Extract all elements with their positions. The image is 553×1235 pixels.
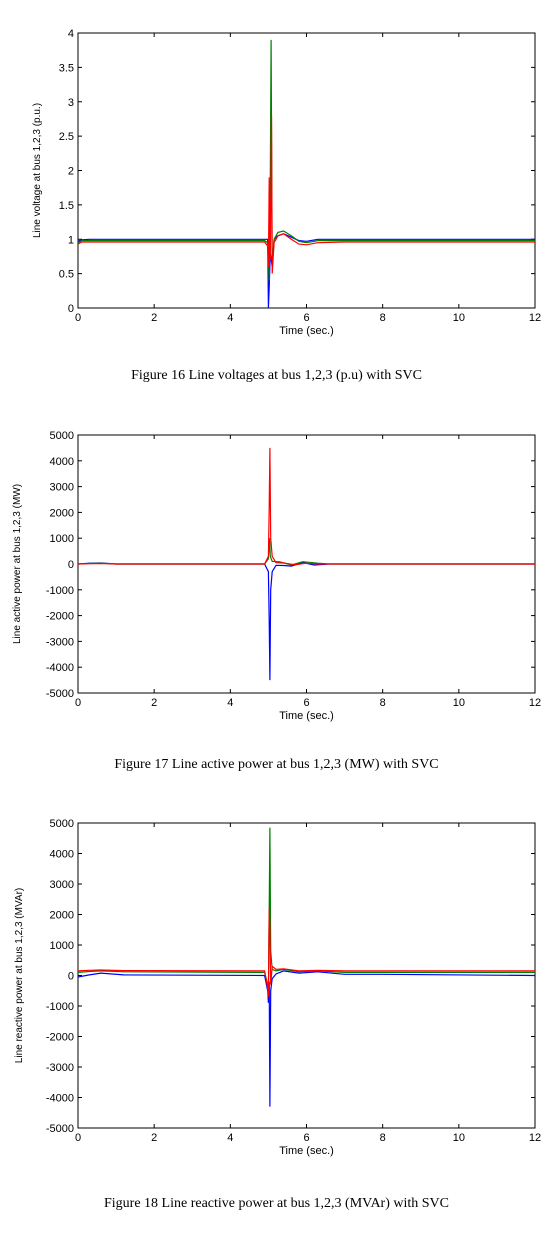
y-tick-label: 2000: [50, 910, 74, 922]
y-axis-label: Line reactive power at bus 1,2,3 (MVAr): [14, 888, 25, 1063]
y-axis-label: Line voltage at bus 1,2,3 (p.u.): [32, 103, 43, 238]
series-line-1: [78, 561, 535, 681]
y-tick-label: 0: [68, 303, 74, 315]
series-line-3: [78, 447, 535, 566]
y-tick-label: 1000: [50, 940, 74, 952]
y-axis-label: Line active power at bus 1,2,3 (MW): [12, 484, 23, 644]
y-tick-label: 4: [68, 28, 74, 40]
chart-active-power: 0 2 4 6 8 10 12 -5000 -4000 -3000 -2000 -1000 0 1000 2…: [12, 430, 541, 722]
y-tick-label: 3: [68, 97, 74, 109]
y-tick-label: 2000: [50, 507, 74, 519]
series-line-2: [78, 538, 535, 566]
x-tick-label: 12: [529, 312, 541, 324]
x-tick-label: 2: [151, 312, 157, 324]
series-line-3: [78, 908, 535, 997]
y-tick-label: -5000: [46, 688, 74, 700]
plot-frame: [77, 32, 536, 309]
x-axis-label: Time (sec.): [279, 325, 334, 337]
series-line-2: [78, 827, 535, 991]
x-tick-label: 10: [453, 312, 465, 324]
y-tick-label: 0: [68, 559, 74, 571]
x-tick-label: 12: [529, 697, 541, 709]
caption-figure-17: Figure 17 Line active power at bus 1,2,3…: [114, 757, 439, 772]
y-tick-label: 3000: [50, 879, 74, 891]
caption-figure-18: Figure 18 Line reactive power at bus 1,2…: [103, 1196, 450, 1211]
x-tick-label: 2: [151, 1132, 157, 1144]
x-tick-label: 0: [75, 312, 81, 324]
y-tick-label: -5000: [46, 1123, 74, 1135]
chart-reactive-power: 0 2 4 6 8 10 12 -5000 -4000 -3000 -2000 -1000 0 1000 2…: [14, 818, 541, 1157]
x-tick-label: 6: [303, 1132, 309, 1144]
y-tick-label: -2000: [46, 611, 74, 623]
y-tick-label: 1.5: [59, 200, 74, 212]
y-tick-label: 1000: [50, 533, 74, 545]
x-tick-label: 0: [75, 1132, 81, 1144]
x-tick-label: 6: [303, 312, 309, 324]
y-tick-label: -4000: [46, 1093, 74, 1105]
y-tick-label: 3.5: [59, 62, 74, 74]
y-tick-label: -2000: [46, 1032, 74, 1044]
x-tick-label: 12: [529, 1132, 541, 1144]
x-tick-label: 4: [227, 697, 233, 709]
y-tick-label: 5000: [50, 430, 74, 442]
y-tick-label: 5000: [50, 818, 74, 830]
x-axis-label: Time (sec.): [279, 1145, 334, 1157]
x-tick-label: 2: [151, 697, 157, 709]
y-tick-label: 4000: [50, 849, 74, 861]
y-tick-label: 2: [68, 166, 74, 178]
series-line-3: [78, 115, 535, 274]
y-tick-label: -3000: [46, 636, 74, 648]
y-tick-label: 0: [68, 971, 74, 983]
x-tick-label: 4: [227, 312, 233, 324]
chart-voltage: 0 2 4 6 8 10 12 0 0.5 1 1.5 2 2.5 3 3.5 4 Time (sec.) Lin…: [32, 28, 541, 337]
y-tick-label: 2.5: [59, 131, 74, 143]
x-tick-label: 8: [380, 1132, 386, 1144]
y-tick-label: 1: [68, 234, 74, 246]
x-tick-label: 10: [453, 1132, 465, 1144]
series-line-1: [78, 970, 535, 1107]
y-tick-label: 0.5: [59, 269, 74, 281]
y-tick-label: -1000: [46, 1001, 74, 1013]
y-tick-label: -1000: [46, 585, 74, 597]
caption-figure-16: Figure 16 Line voltages at bus 1,2,3 (p.…: [131, 368, 422, 383]
x-tick-label: 10: [453, 697, 465, 709]
x-tick-label: 8: [380, 697, 386, 709]
y-tick-label: -3000: [46, 1062, 74, 1074]
x-tick-label: 6: [303, 697, 309, 709]
x-tick-label: 0: [75, 697, 81, 709]
x-tick-label: 8: [380, 312, 386, 324]
y-tick-label: 3000: [50, 482, 74, 494]
y-tick-label: 4000: [50, 456, 74, 468]
x-tick-label: 4: [227, 1132, 233, 1144]
x-axis-label: Time (sec.): [279, 710, 334, 722]
y-tick-label: -4000: [46, 662, 74, 674]
